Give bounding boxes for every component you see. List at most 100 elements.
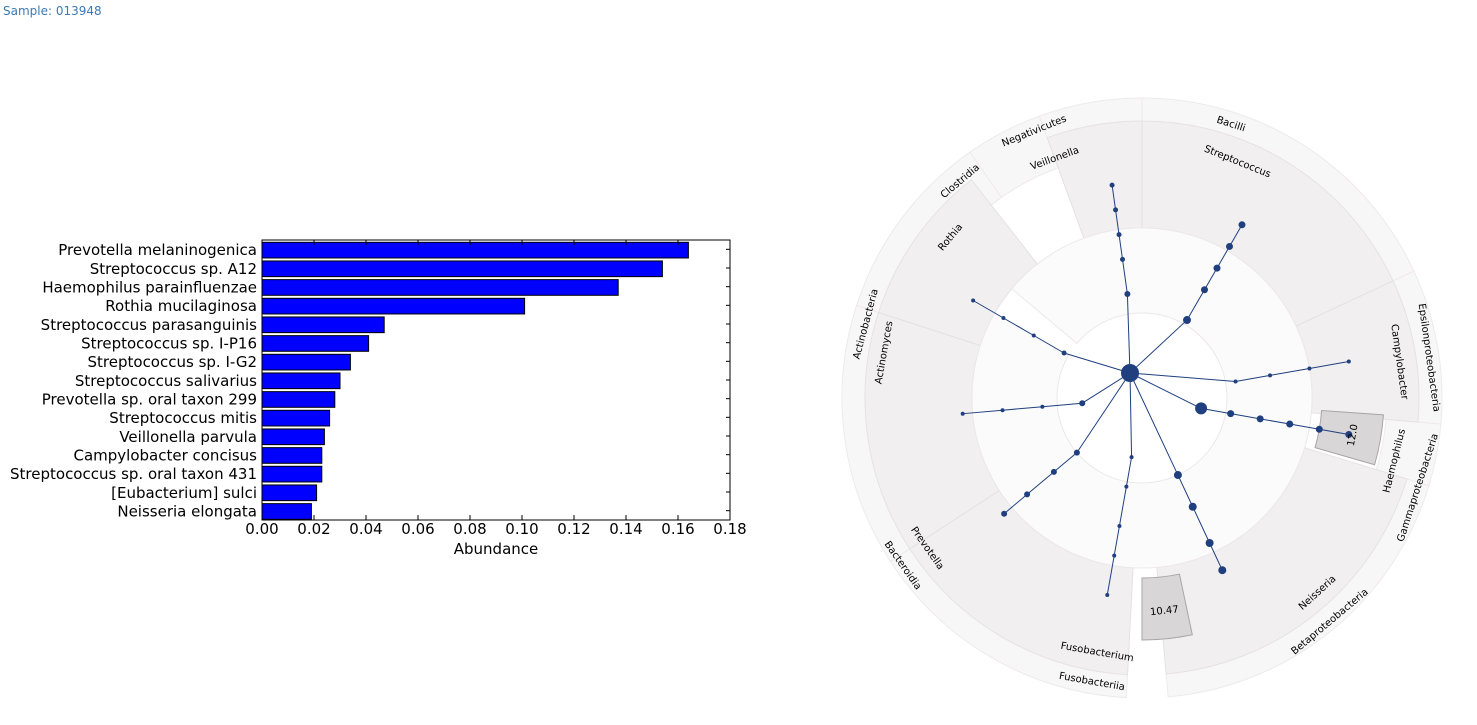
- category-label: Campylobacter concisus: [73, 446, 257, 464]
- cladogram-nodes: [960, 182, 1353, 597]
- edge: [1026, 471, 1055, 495]
- inner-ring: [971, 227, 1313, 569]
- x-tick-label: 0.12: [557, 520, 590, 538]
- bar: [261, 316, 385, 334]
- category-label: Rothia mucilaginosa: [105, 297, 257, 315]
- edge: [1235, 374, 1271, 382]
- cladogram-background: [841, 97, 1443, 699]
- highlight-sector: [1314, 410, 1384, 466]
- category-label: Prevotella melaninogenica: [58, 241, 257, 259]
- category-label: Streptococcus parasanguinis: [41, 316, 258, 334]
- edge: [1230, 413, 1261, 420]
- genus-sector: [1156, 447, 1408, 675]
- category-label: Streptococcus sp. oral taxon 431: [10, 465, 257, 483]
- node: [1233, 379, 1238, 384]
- bar: [261, 484, 318, 502]
- clade-label: Haemophilus: [1382, 428, 1409, 494]
- bar-category-labels: Prevotella melaninogenica Streptococcus s…: [10, 241, 257, 520]
- edge: [1115, 209, 1120, 235]
- node: [1061, 350, 1067, 356]
- node: [1226, 242, 1233, 250]
- bar: [261, 372, 341, 390]
- root-node: [1121, 364, 1139, 382]
- node: [1113, 207, 1119, 213]
- clade-label: Rothia: [936, 222, 965, 253]
- genus-sector: [877, 179, 1039, 347]
- node: [1183, 316, 1191, 325]
- bar: [261, 297, 526, 315]
- node: [1315, 425, 1323, 433]
- bar: [261, 353, 351, 371]
- node: [1205, 539, 1214, 548]
- edge: [1319, 428, 1349, 435]
- genus-sector: [908, 489, 1134, 676]
- x-tick-label: 0.02: [297, 520, 330, 538]
- edge: [1309, 361, 1349, 369]
- clade-label: Prevotella: [908, 525, 946, 572]
- x-tick-label: 0.08: [453, 520, 486, 538]
- edge: [1229, 224, 1243, 247]
- category-label: Veillonella parvula: [119, 428, 257, 446]
- cladogram-edges: [962, 185, 1349, 596]
- node: [1079, 400, 1086, 407]
- clade-label: 10.47: [1150, 604, 1180, 618]
- bar: [261, 428, 325, 446]
- edge: [1260, 418, 1290, 425]
- bar: [261, 391, 336, 408]
- genus-sector: [1141, 120, 1394, 327]
- edge: [1289, 423, 1320, 430]
- category-label: Haemophilus parainfluenzae: [42, 278, 257, 296]
- node: [1201, 286, 1208, 294]
- bar: [261, 335, 370, 352]
- edge: [1129, 372, 1202, 409]
- edge: [1053, 452, 1078, 473]
- node: [1024, 491, 1031, 498]
- node: [1173, 471, 1182, 480]
- class-sector: [1363, 270, 1443, 425]
- clade-label: Epsilonproteobacteria: [1416, 303, 1442, 413]
- clade-label: Bacilli: [1215, 115, 1247, 135]
- edge: [962, 409, 1003, 415]
- clade-label: Neisseria: [1297, 574, 1339, 613]
- edge: [1106, 555, 1115, 596]
- node: [1120, 256, 1126, 262]
- genus-sector: [1046, 120, 1143, 239]
- node: [1286, 420, 1294, 428]
- genus-sector: [1295, 280, 1420, 423]
- edge: [1118, 486, 1127, 527]
- bar-series: [261, 241, 689, 520]
- clade-label: Actinomyces: [874, 320, 896, 385]
- category-label: Streptococcus salivarius: [75, 372, 257, 390]
- edge: [1209, 542, 1223, 571]
- bar: [261, 279, 619, 296]
- node: [1073, 449, 1080, 456]
- class-sector: [1038, 97, 1143, 169]
- node: [1345, 430, 1353, 438]
- clade-label: 12.0: [1346, 423, 1361, 447]
- edge: [1186, 289, 1205, 321]
- node: [1307, 366, 1312, 371]
- node: [1050, 468, 1057, 475]
- category-label: [Eubacterium] sulci: [111, 484, 257, 502]
- edge: [1042, 402, 1083, 408]
- highlight-sector: [1141, 573, 1193, 641]
- x-axis-label: Abundance: [454, 540, 539, 558]
- clade-label: Bacteroidia: [882, 539, 923, 592]
- bar: [261, 409, 331, 427]
- edge: [972, 300, 1004, 319]
- clade-label: Fusobacterium: [1060, 641, 1135, 665]
- clade-label: Streptococcus: [1202, 144, 1272, 181]
- category-label: Neisseria elongata: [117, 502, 257, 520]
- edge: [1129, 319, 1188, 374]
- node: [1268, 373, 1273, 378]
- node: [1227, 410, 1235, 418]
- edge: [1003, 317, 1034, 336]
- bar-x-ticks: 0.00 0.02 0.04 0.06 0.08 0.10 0.12 0.14 0.16 0.18: [245, 240, 747, 538]
- clade-label: Fusobacteriia: [1058, 671, 1126, 693]
- category-label: Streptococcus sp. I-G2: [88, 353, 257, 371]
- node: [1124, 484, 1129, 489]
- node: [1117, 524, 1122, 529]
- edge: [1129, 372, 1236, 383]
- edge: [1113, 525, 1120, 556]
